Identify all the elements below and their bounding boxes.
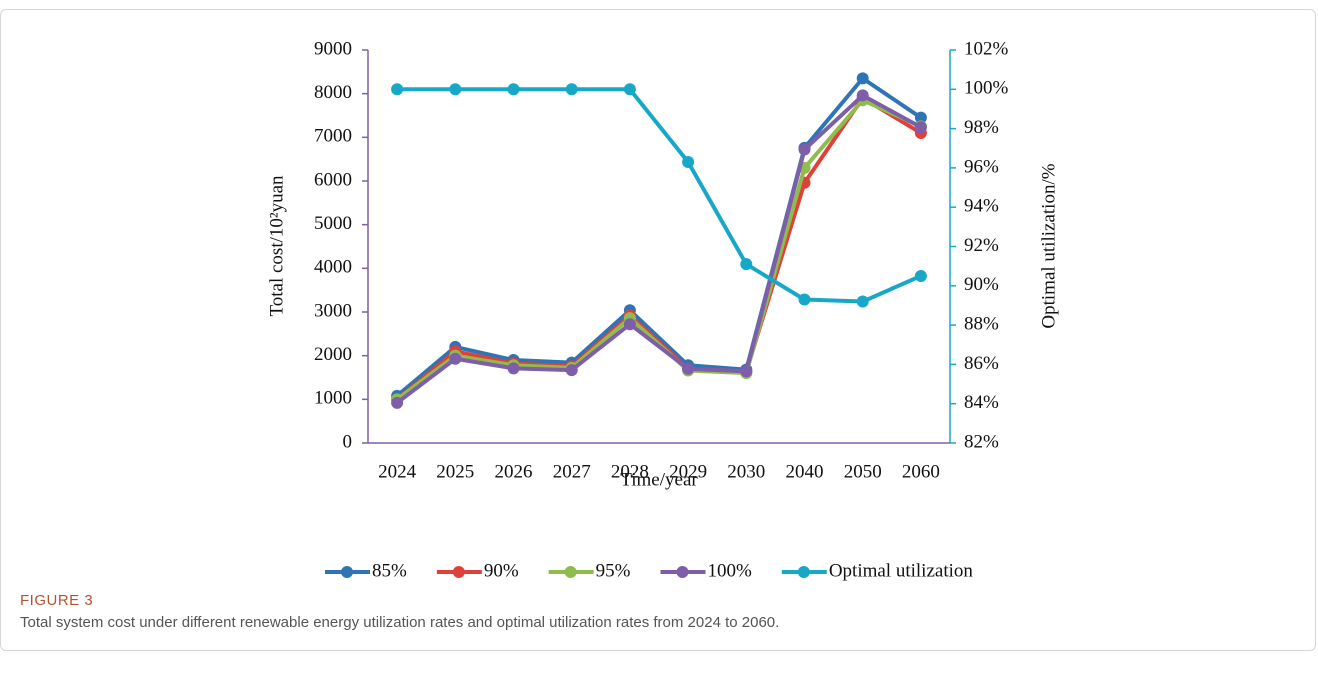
figure-label: FIGURE 3 <box>20 592 93 609</box>
figure-frame <box>0 9 1316 651</box>
x-tick-label: 2030 <box>727 461 765 482</box>
data-point <box>449 83 462 96</box>
data-point <box>565 83 578 96</box>
y2-tick-label: 96% <box>964 156 999 177</box>
x-tick-label: 2060 <box>902 461 940 482</box>
y-tick-label: 8000 <box>314 82 352 103</box>
data-point <box>682 156 695 169</box>
data-point <box>856 89 869 102</box>
y2-tick-label: 94% <box>964 196 999 217</box>
y2-tick-label: 92% <box>964 235 999 256</box>
y2-tick-label: 102% <box>964 38 1009 59</box>
y2-tick-label: 100% <box>964 78 1009 99</box>
x-tick-label: 2025 <box>436 461 474 482</box>
series-line <box>395 96 922 401</box>
y-tick-label: 6000 <box>314 169 352 190</box>
y-tick-label: 3000 <box>314 300 352 321</box>
y2-tick-label: 84% <box>964 392 999 413</box>
x-tick-label: 2040 <box>786 461 824 482</box>
x-tick-label: 2026 <box>495 461 533 482</box>
data-point <box>740 365 753 378</box>
data-point <box>391 396 404 409</box>
data-point <box>682 362 695 375</box>
legend-marker <box>676 566 689 578</box>
y2-tick-label: 82% <box>964 431 999 452</box>
x-tick-label: 2028 <box>611 461 649 482</box>
y-tick-label: 7000 <box>314 126 352 147</box>
legend-marker <box>341 566 353 578</box>
legend-marker <box>564 566 577 578</box>
data-point <box>449 352 462 365</box>
y2-tick-label: 98% <box>964 117 999 138</box>
x-tick-label: 2050 <box>844 461 882 482</box>
legend-label: 90% <box>484 560 519 581</box>
legend-marker <box>797 566 810 578</box>
data-point <box>798 143 811 156</box>
series-line <box>395 76 923 398</box>
y2-tick-label: 88% <box>964 313 999 334</box>
x-axis-title: Time/year <box>620 469 698 490</box>
data-point <box>798 293 811 306</box>
y-tick-label: 4000 <box>314 257 352 278</box>
y-tick-label: 0 <box>343 431 353 452</box>
data-point <box>914 121 927 134</box>
data-point <box>856 72 869 85</box>
legend-label: 100% <box>707 560 752 581</box>
y-tick-label: 9000 <box>314 38 352 59</box>
legend-marker <box>452 566 465 578</box>
y2-axis-title: Optimal utilization/% <box>1038 163 1059 328</box>
x-tick-label: 2024 <box>378 461 417 482</box>
series-line <box>397 87 922 304</box>
data-point <box>507 83 520 96</box>
data-point <box>914 111 927 124</box>
y-tick-label: 1000 <box>314 388 352 409</box>
data-point <box>856 295 869 308</box>
data-point <box>740 258 753 271</box>
data-point <box>507 362 520 375</box>
figure-caption: Total system cost under different renewa… <box>20 614 779 631</box>
x-tick-label: 2029 <box>669 461 707 482</box>
y-tick-label: 5000 <box>314 213 352 234</box>
legend-label: Optimal utilization <box>829 560 974 581</box>
y2-tick-label: 90% <box>964 274 999 295</box>
legend-label: 95% <box>596 560 631 581</box>
data-point <box>391 83 404 96</box>
data-point <box>565 364 578 377</box>
data-point <box>623 318 636 331</box>
y2-tick-label: 86% <box>964 353 999 374</box>
y-tick-label: 2000 <box>314 344 352 365</box>
x-tick-label: 2027 <box>553 461 591 482</box>
legend-label: 85% <box>372 560 407 581</box>
data-point <box>914 269 927 282</box>
data-point <box>623 83 636 96</box>
y-axis-title: Total cost/10²yuan <box>266 175 287 317</box>
series-line <box>395 93 922 405</box>
